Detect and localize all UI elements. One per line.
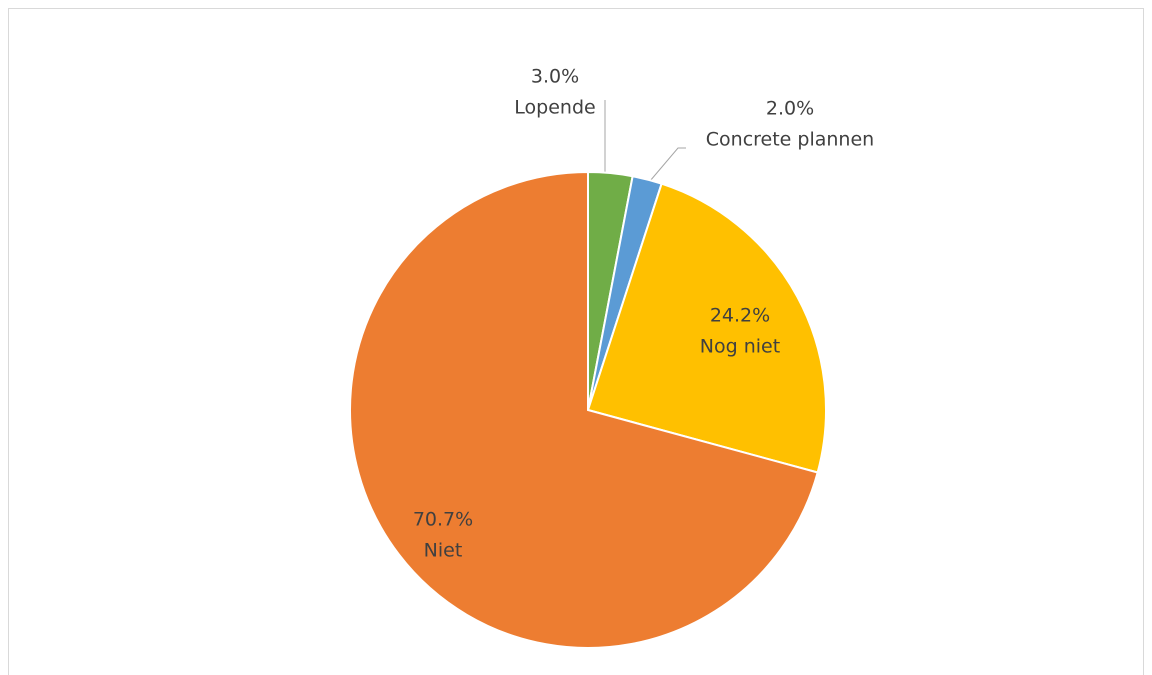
data-label: 3.0% [531, 66, 579, 88]
chart-frame [8, 8, 1144, 675]
leader-line [649, 147, 686, 182]
data-label: 24.2% [710, 305, 770, 327]
pie-slice [586, 182, 827, 474]
category-label: Concrete plannen [706, 129, 874, 151]
pie-slice [349, 170, 819, 649]
category-label: Niet [424, 540, 463, 562]
category-label: Nog niet [700, 336, 780, 358]
data-label: 2.0% [766, 98, 814, 120]
category-label: Lopende [514, 97, 595, 119]
data-label: 70.7% [413, 509, 473, 531]
